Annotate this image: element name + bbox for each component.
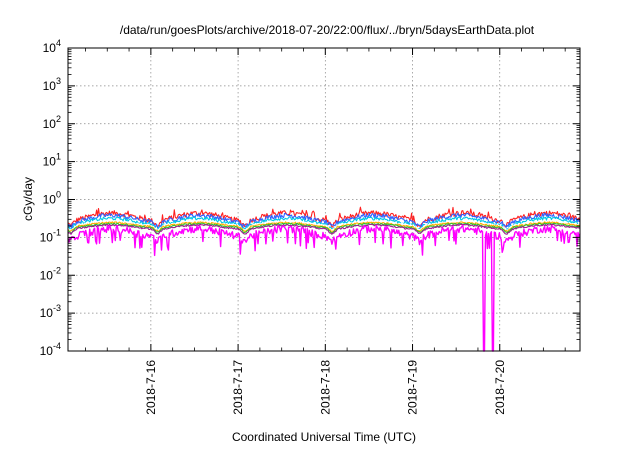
y-tick-label: 101 [43, 152, 61, 169]
y-tick-label: 102 [43, 114, 61, 131]
x-tick-label: 2018-7-17 [231, 360, 245, 415]
plot-area-frame [67, 47, 581, 352]
x-axis-label: Coordinated Universal Time (UTC) [232, 430, 416, 444]
x-tick-label: 2018-7-19 [406, 360, 420, 415]
series-group [67, 206, 581, 352]
series-line [67, 220, 581, 232]
x-tick-label: 2018-7-18 [318, 360, 332, 415]
y-tick-label: 10-2 [40, 265, 61, 282]
chart-title: /data/run/goesPlots/archive/2018-07-20/2… [120, 23, 535, 37]
x-tick-label: 2018-7-20 [493, 360, 507, 415]
grid [68, 48, 580, 351]
y-tick-labels: 10-4 10-3 10-2 10-1 100 101 102 103 104 [40, 38, 61, 358]
series-line [67, 223, 581, 235]
series-line [67, 222, 581, 234]
series-line [67, 224, 581, 352]
y-tick-label: 103 [43, 76, 61, 93]
y-tick-label: 10-1 [40, 227, 61, 244]
series-line [67, 212, 581, 229]
y-tick-label: 10-4 [40, 341, 61, 358]
y-axis-label: cGy/day [21, 177, 35, 221]
x-tick-label: 2018-7-16 [144, 360, 158, 415]
y-tick-label: 104 [43, 38, 61, 55]
ticks [68, 47, 580, 352]
x-tick-labels: 2018-7-16 2018-7-17 2018-7-18 2018-7-19 2018… [144, 360, 507, 415]
y-tick-label: 10-3 [40, 303, 61, 320]
y-tick-label: 100 [43, 190, 61, 207]
